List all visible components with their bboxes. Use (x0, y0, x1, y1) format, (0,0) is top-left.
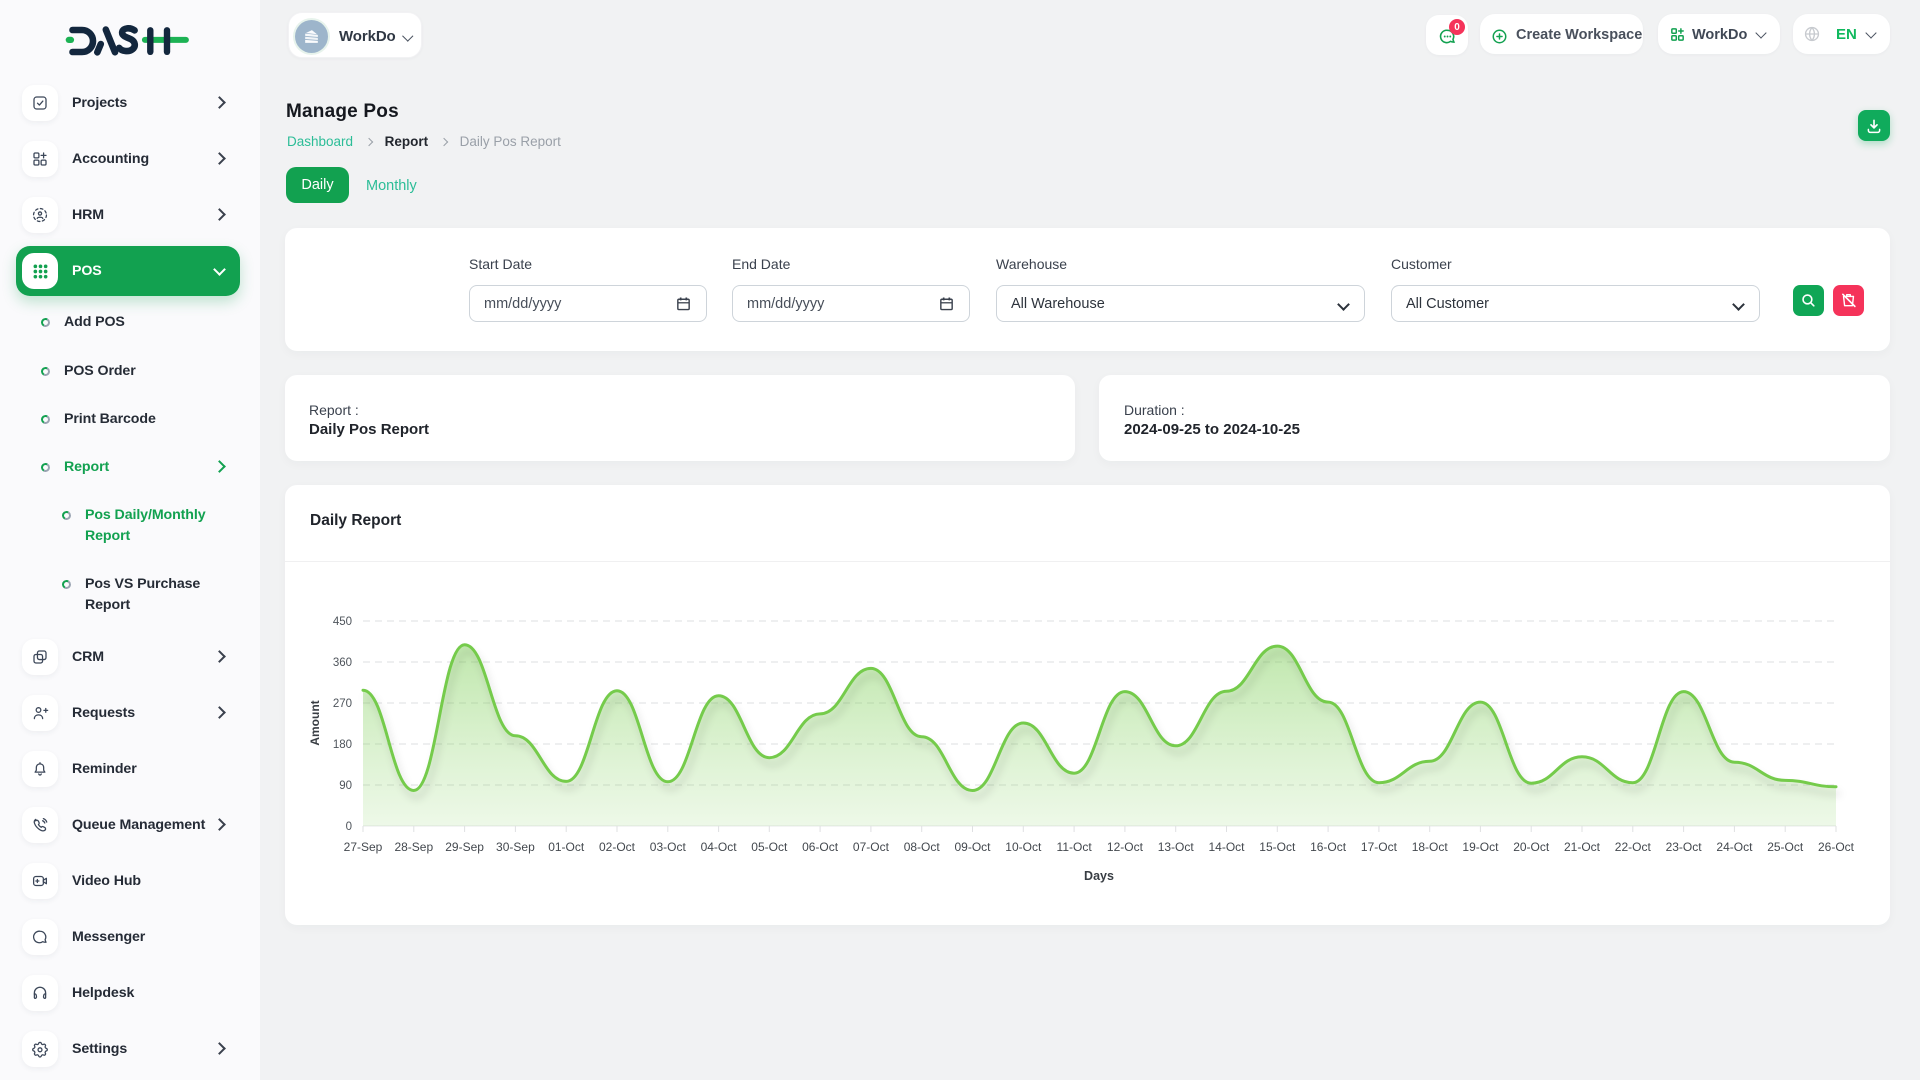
svg-text:360: 360 (333, 657, 352, 669)
svg-text:07-Oct: 07-Oct (853, 840, 890, 854)
svg-text:27-Sep: 27-Sep (344, 840, 383, 854)
svg-text:10-Oct: 10-Oct (1005, 840, 1042, 854)
svg-text:12-Oct: 12-Oct (1107, 840, 1144, 854)
svg-text:0: 0 (346, 821, 352, 833)
svg-text:01-Oct: 01-Oct (548, 840, 585, 854)
svg-text:23-Oct: 23-Oct (1666, 840, 1703, 854)
svg-text:02-Oct: 02-Oct (599, 840, 636, 854)
svg-text:450: 450 (333, 616, 352, 628)
svg-text:19-Oct: 19-Oct (1462, 840, 1499, 854)
svg-text:26-Oct: 26-Oct (1818, 840, 1855, 854)
svg-text:Days: Days (1084, 869, 1114, 883)
svg-text:14-Oct: 14-Oct (1208, 840, 1245, 854)
svg-text:15-Oct: 15-Oct (1259, 840, 1296, 854)
svg-text:28-Sep: 28-Sep (394, 840, 433, 854)
svg-text:90: 90 (339, 780, 352, 792)
svg-text:18-Oct: 18-Oct (1412, 840, 1449, 854)
svg-text:17-Oct: 17-Oct (1361, 840, 1398, 854)
svg-text:270: 270 (333, 698, 352, 710)
svg-text:05-Oct: 05-Oct (751, 840, 788, 854)
svg-text:11-Oct: 11-Oct (1057, 840, 1093, 854)
svg-text:08-Oct: 08-Oct (904, 840, 941, 854)
svg-text:Amount: Amount (308, 700, 322, 745)
svg-text:30-Sep: 30-Sep (496, 840, 535, 854)
svg-text:20-Oct: 20-Oct (1513, 840, 1550, 854)
svg-text:06-Oct: 06-Oct (802, 840, 839, 854)
svg-text:13-Oct: 13-Oct (1158, 840, 1195, 854)
svg-text:24-Oct: 24-Oct (1716, 840, 1753, 854)
svg-text:09-Oct: 09-Oct (954, 840, 991, 854)
svg-text:04-Oct: 04-Oct (701, 840, 738, 854)
svg-text:21-Oct: 21-Oct (1564, 840, 1601, 854)
svg-text:03-Oct: 03-Oct (650, 840, 687, 854)
svg-text:16-Oct: 16-Oct (1310, 840, 1347, 854)
svg-text:29-Sep: 29-Sep (445, 840, 484, 854)
svg-text:22-Oct: 22-Oct (1615, 840, 1652, 854)
svg-text:25-Oct: 25-Oct (1767, 840, 1804, 854)
svg-text:180: 180 (333, 739, 352, 751)
